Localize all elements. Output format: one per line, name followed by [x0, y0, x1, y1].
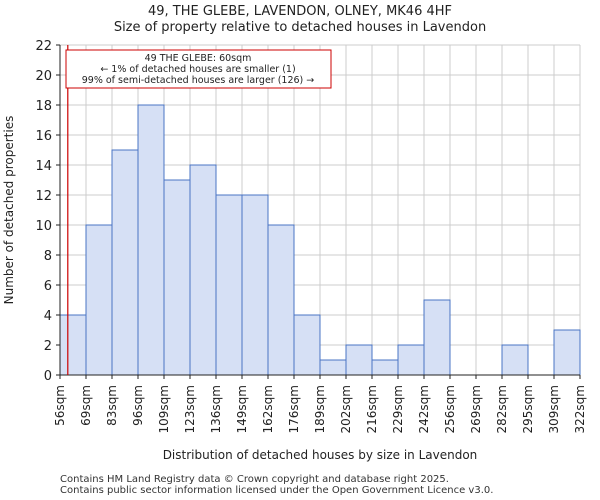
x-tick-label: 56sqm: [53, 385, 67, 426]
bar: [59, 314, 87, 376]
annotation-box: 49 THE GLEBE: 60sqm ← 1% of detached hou…: [65, 49, 332, 89]
x-tick-label: 123sqm: [183, 385, 197, 433]
bar: [267, 224, 295, 376]
x-tick-label: 136sqm: [209, 385, 223, 433]
annotation-line-3: 99% of semi-detached houses are larger (…: [82, 75, 315, 86]
x-tick-label: 176sqm: [287, 385, 301, 433]
x-tick-label: 149sqm: [235, 385, 249, 433]
annotation-line-2: ← 1% of detached houses are smaller (1): [100, 64, 295, 75]
bar: [111, 149, 139, 376]
y-axis-label: Number of detached properties: [2, 116, 16, 305]
y-tick-label: 18: [35, 99, 52, 114]
x-tick-label: 83sqm: [105, 385, 119, 426]
y-tick-label: 6: [44, 279, 52, 294]
bar: [137, 104, 165, 376]
bar: [241, 194, 269, 376]
annotation-frame: [65, 49, 332, 89]
bar: [189, 164, 217, 376]
y-tick-label: 14: [35, 159, 52, 174]
bar: [501, 344, 529, 376]
x-tick-label: 189sqm: [313, 385, 327, 433]
bar: [397, 344, 425, 376]
x-tick-label: 162sqm: [261, 385, 275, 433]
chart: 0 2 4 6 8 10 12 14 16 18 20 22 56sqm 69sqm 83sqm 96sqm…: [2, 39, 587, 462]
chart-title: 49, THE GLEBE, LAVENDON, OLNEY, MK46 4HF: [147, 4, 453, 19]
bar: [215, 194, 243, 376]
bar: [371, 359, 399, 376]
bar: [345, 344, 373, 376]
y-tick-label: 0: [44, 369, 52, 384]
bar: [553, 329, 581, 376]
x-tick-label: 309sqm: [547, 385, 561, 433]
bar: [163, 179, 191, 376]
y-tick-label: 16: [35, 129, 52, 144]
annotation-line-1: 49 THE GLEBE: 60sqm: [145, 53, 252, 64]
y-ticks: 0 2 4 6 8 10 12 14 16 18 20 22: [35, 39, 60, 384]
x-tick-label: 69sqm: [79, 385, 93, 426]
x-tick-label: 109sqm: [157, 385, 171, 433]
chart-subtitle: Size of property relative to detached ho…: [113, 20, 487, 35]
x-tick-label: 242sqm: [417, 385, 431, 433]
footer-licence: Contains public sector information licen…: [60, 485, 494, 496]
x-tick-label: 269sqm: [469, 385, 483, 433]
x-tick-label: 202sqm: [339, 385, 353, 433]
y-tick-label: 12: [35, 189, 52, 204]
bar: [423, 299, 451, 376]
x-axis-label: Distribution of detached houses by size …: [163, 448, 478, 462]
x-tick-label: 229sqm: [391, 385, 405, 433]
x-tick-label: 295sqm: [521, 385, 535, 433]
y-tick-label: 20: [35, 69, 52, 84]
x-tick-label: 256sqm: [443, 385, 457, 433]
y-tick-label: 2: [44, 339, 52, 354]
x-tick-label: 282sqm: [495, 385, 509, 433]
y-tick-label: 22: [35, 39, 52, 54]
x-ticks: 56sqm 69sqm 83sqm 96sqm 109sqm 123sqm 136sqm 14…: [53, 375, 587, 433]
x-tick-label: 96sqm: [131, 385, 145, 426]
y-tick-label: 8: [44, 249, 52, 264]
bars: [59, 104, 581, 376]
x-tick-label: 216sqm: [365, 385, 379, 433]
bar: [293, 314, 321, 376]
y-tick-label: 10: [35, 219, 52, 234]
x-tick-label: 322sqm: [573, 385, 587, 433]
footer-copyright: Contains HM Land Registry data © Crown c…: [60, 474, 449, 485]
bar: [85, 224, 113, 376]
bar: [319, 359, 347, 376]
y-tick-label: 4: [44, 309, 52, 324]
